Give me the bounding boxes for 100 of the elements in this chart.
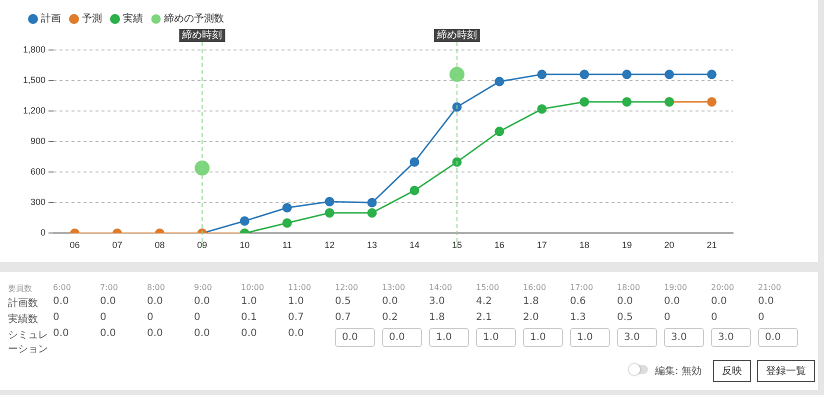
point	[622, 97, 632, 107]
x-tick-label: 06	[70, 240, 80, 250]
point	[324, 208, 334, 218]
x-tick-label: 12	[324, 240, 335, 250]
data-label: 0.0	[617, 296, 633, 307]
x-tick-label: 08	[154, 240, 165, 250]
x-tick-label: 16:00	[523, 283, 546, 292]
x-tick-label: 09	[197, 240, 208, 250]
point	[367, 198, 377, 208]
point	[367, 208, 377, 218]
data-label: 0.7	[335, 312, 351, 323]
x-tick-label: 12:00	[335, 283, 358, 292]
data-label: 0	[100, 312, 106, 323]
data-label: 0.5	[335, 296, 351, 307]
data-label: 1.8	[523, 296, 539, 307]
data-label: 1.0	[570, 328, 610, 347]
x-tick-label: 21	[706, 240, 717, 250]
x-tick-label: 16	[494, 240, 504, 250]
data-label: 0.0	[147, 296, 163, 307]
data-label: 0	[664, 312, 670, 323]
point	[282, 218, 292, 228]
y-tick-label: 1,500	[22, 75, 46, 86]
x-tick-label: 9:00	[194, 283, 212, 292]
point	[537, 104, 547, 114]
data-label: 0.0	[147, 328, 163, 339]
data-label: 0.0	[335, 328, 375, 347]
legend-label: 予測	[82, 12, 102, 25]
point	[240, 216, 250, 226]
y-tick-label: 0	[40, 228, 46, 238]
text: 要員数	[8, 284, 32, 293]
text: 編集: 無効	[655, 364, 702, 378]
point	[410, 186, 420, 196]
point	[707, 97, 717, 107]
data-label: 3.0	[711, 328, 751, 347]
data-label: 0.0	[664, 296, 680, 307]
y-tick-label: 300	[30, 197, 46, 208]
data-label: 0.0	[288, 328, 304, 339]
data-label: 0	[147, 312, 154, 323]
x-tick-label: 19:00	[664, 283, 688, 292]
data-label: 0.0	[100, 328, 116, 339]
x-tick-label: 11	[282, 240, 292, 250]
legend-label: 締めの予測数	[163, 12, 224, 25]
point	[707, 70, 717, 80]
data-label: 1.0	[241, 296, 257, 307]
x-tick-label: 20	[664, 240, 674, 250]
x-tick-label: 10:00	[241, 283, 264, 292]
data-label: 0.2	[382, 312, 398, 323]
data-label: 3.0	[429, 296, 445, 307]
point	[664, 70, 674, 80]
data-label: 0.0	[53, 328, 69, 339]
x-tick-label: 18:00	[617, 283, 640, 292]
data-label: 0	[711, 312, 718, 323]
x-tick-label: 21:00	[758, 283, 782, 292]
x-tick-label: 14	[409, 240, 420, 250]
data-label: 0	[194, 312, 200, 323]
x-tick-label: 17:00	[570, 283, 594, 292]
text: 登録一覧	[757, 360, 815, 382]
data-label: 0.0	[100, 296, 116, 307]
data-label: 1.0	[429, 328, 469, 347]
y-tick-label: 1,200	[22, 106, 46, 116]
data-label: 0.0	[194, 296, 210, 307]
point	[410, 157, 420, 167]
x-tick-label: 13	[367, 240, 378, 250]
legend-label: 実績	[123, 12, 143, 25]
data-label: 1.8	[429, 312, 445, 323]
x-tick-label: 18	[579, 240, 590, 250]
data-label: 0.0	[194, 328, 210, 339]
data-label: 3.0	[617, 328, 657, 347]
data-label: 1.3	[570, 312, 586, 323]
data-label: 0.0	[758, 328, 798, 347]
data-label: 0.0	[382, 328, 422, 347]
data-label: 0.1	[241, 312, 257, 323]
ref-line-label: 締め時刻	[181, 29, 222, 42]
x-tick-label: 14:00	[429, 283, 452, 292]
x-tick-label: 8:00	[147, 283, 165, 292]
x-tick-label: 20:00	[711, 283, 734, 292]
data-label: 0.7	[288, 312, 304, 323]
x-tick-label: 11:00	[288, 283, 312, 292]
y-tick-label: 1,800	[22, 44, 46, 54]
point	[537, 70, 547, 80]
data-label: 3.0	[664, 328, 704, 347]
y-tick-label: 900	[30, 136, 46, 146]
data-label: 0.0	[382, 296, 398, 307]
x-tick-label: 15:00	[476, 283, 500, 292]
data-label: 0.0	[53, 296, 69, 307]
point	[282, 203, 292, 213]
data-label: 1.0	[288, 296, 304, 307]
data-label: 0.0	[241, 328, 257, 339]
data-label: 0	[758, 312, 764, 323]
x-tick-label: 7:00	[100, 283, 118, 292]
data-label: 0	[53, 312, 60, 323]
x-tick-label: 19	[622, 240, 632, 250]
x-tick-label: 6:00	[53, 283, 71, 292]
data-label: 2.1	[476, 312, 492, 323]
legend-label: 計画	[41, 12, 61, 25]
point	[324, 196, 334, 206]
x-tick-label: 17	[536, 240, 547, 250]
data-label: 0.6	[570, 296, 586, 307]
point	[452, 102, 462, 112]
point	[580, 70, 590, 80]
